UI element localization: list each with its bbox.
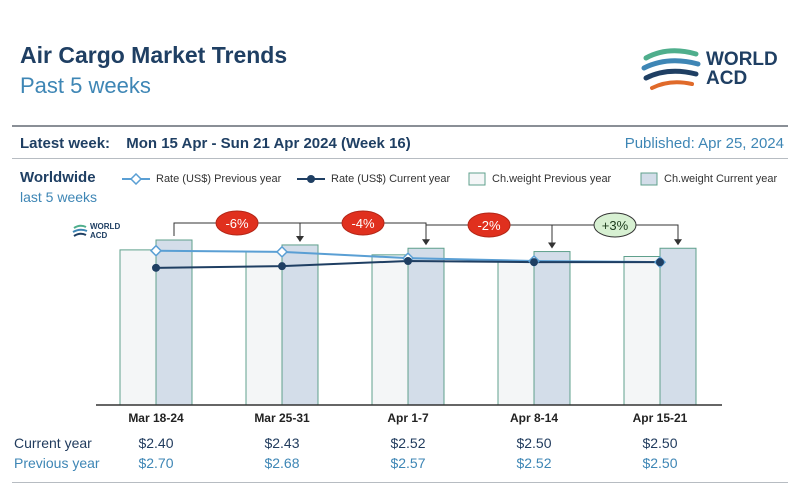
legend-rate-prev: Rate (US$) Previous year [122, 170, 281, 188]
bar-weight-cur [407, 247, 445, 406]
current-rate-cell: $2.50 [516, 435, 552, 451]
bar-weight-cur [533, 251, 571, 406]
previous-rate-cell: $2.52 [516, 455, 552, 471]
region-label: Worldwide [20, 169, 96, 186]
bar-weight-prev [623, 256, 661, 406]
change-badge-label: -6% [225, 216, 249, 231]
x-tick-label: Apr 1-7 [387, 411, 429, 425]
change-arrowhead [674, 239, 682, 246]
mini-logo-swoosh-1 [73, 224, 87, 229]
change-badge-label: +3% [602, 218, 629, 233]
info-divider [12, 158, 788, 159]
change-badge-label: -2% [477, 218, 501, 233]
legend-weight-prev: Ch.weight Previous year [468, 170, 611, 188]
previous-year-label: Previous year [14, 455, 100, 471]
previous-rate-cell: $2.68 [264, 455, 300, 471]
current-rate-cell: $2.40 [138, 435, 174, 451]
mini-logo-text-world: WORLD [90, 222, 120, 231]
mini-worldacd-logo: WORLD ACD [72, 222, 120, 240]
x-tick-label: Apr 8-14 [510, 411, 558, 425]
point-rate-cur [404, 257, 412, 265]
current-rate-cell: $2.52 [390, 435, 426, 451]
change-badge [341, 210, 385, 236]
point-rate-prev [149, 244, 163, 257]
latest-week-value: Mon 15 Apr - Sun 21 Apr 2024 (Week 16) [126, 135, 411, 152]
previous-rate-cell: $2.50 [642, 455, 678, 471]
logo-text-world: WORLD [706, 49, 778, 70]
point-rate-cur [152, 263, 160, 272]
legend-rate-prev-symbol [122, 173, 150, 185]
bar-weight-prev [119, 249, 157, 406]
logo-text: WORLD ACD [706, 50, 778, 88]
legend-weight-cur-label: Ch.weight Current year [664, 173, 778, 185]
current-rate-cell: $2.43 [264, 435, 300, 451]
previous-rate-cell: $2.70 [138, 455, 174, 471]
x-tick-label: Mar 18-24 [128, 411, 184, 425]
point-rate-cur [656, 258, 664, 267]
current-year-row: Current year $2.40 $2.43 $2.52 $2.50 $2.… [0, 435, 800, 455]
legend-weight-cur-symbol [640, 172, 658, 186]
point-rate-cur [278, 262, 286, 271]
point-rate-cur [530, 258, 538, 267]
x-tick-label: Apr 15-21 [633, 411, 688, 425]
mini-logo-swoosh-2 [72, 228, 88, 233]
legend-weight-prev-label: Ch.weight Previous year [492, 173, 612, 185]
change-badge [593, 212, 637, 238]
bottom-divider [12, 482, 788, 483]
latest-week-label: Latest week: [20, 135, 111, 152]
x-tick-label: Mar 25-31 [254, 411, 310, 425]
bar-weight-cur [155, 239, 193, 406]
logo-swoosh-4 [650, 80, 694, 90]
legend-rate-cur-label: Rate (US$) Current year [331, 173, 451, 185]
bar-weight-cur [659, 247, 697, 406]
worldacd-logo [641, 48, 701, 90]
logo-text-acd: ACD [706, 68, 748, 89]
current-rate-cell: $2.50 [642, 435, 678, 451]
legend-rate-cur-symbol [297, 175, 325, 183]
bar-weight-cur [281, 244, 319, 406]
previous-rate-cell: $2.57 [390, 455, 426, 471]
bar-weight-prev [245, 251, 283, 406]
current-year-label: Current year [14, 435, 92, 451]
legend-weight-prev-symbol [468, 172, 486, 186]
top-divider [12, 125, 788, 127]
change-badge [467, 212, 511, 238]
bar-weight-prev [371, 254, 409, 406]
change-badge-label: -4% [351, 216, 375, 231]
logo-swoosh-1 [643, 48, 699, 61]
mini-logo-text-acd: ACD [90, 231, 108, 240]
logo-swoosh-3 [643, 68, 699, 81]
mini-logo-swoosh-3 [73, 232, 87, 237]
legend-weight-cur: Ch.weight Current year [640, 170, 777, 188]
change-badge [215, 210, 259, 236]
logo-swoosh-2 [641, 58, 701, 71]
period-label: last 5 weeks [20, 189, 98, 205]
latest-week: Latest week: Mon 15 Apr - Sun 21 Apr 202… [20, 135, 411, 152]
chart-title: Air Cargo Market Trends [20, 42, 288, 68]
chart-subtitle: Past 5 weeks [20, 73, 151, 98]
bar-weight-prev [497, 260, 535, 406]
previous-year-row: Previous year $2.70 $2.68 $2.57 $2.52 $2… [0, 455, 800, 475]
published-date: Published: Apr 25, 2024 [624, 135, 784, 152]
legend-rate-cur: Rate (US$) Current year [297, 170, 450, 188]
legend-rate-prev-label: Rate (US$) Previous year [156, 173, 282, 185]
point-rate-prev [275, 245, 289, 258]
